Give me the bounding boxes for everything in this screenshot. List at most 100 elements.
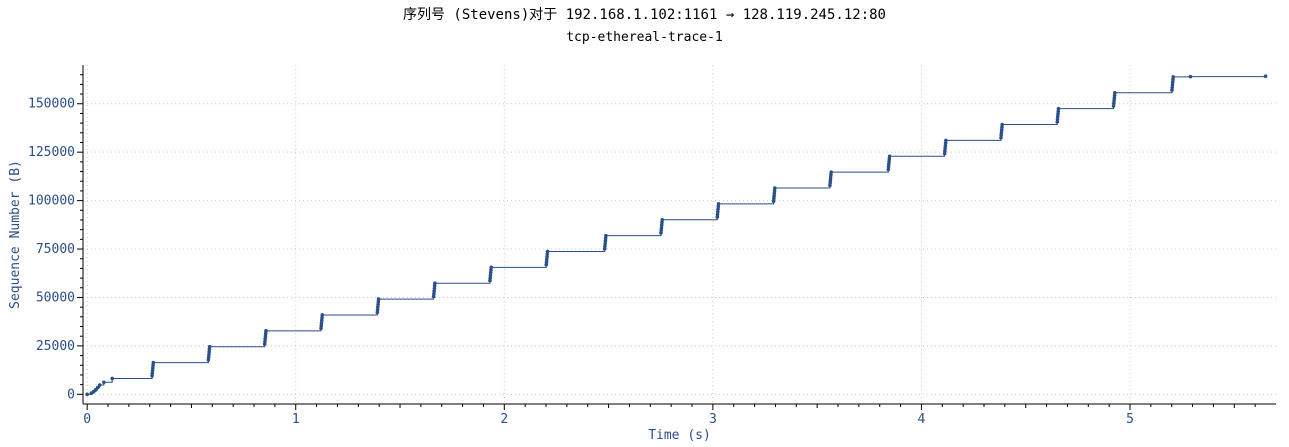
data-point — [319, 318, 324, 323]
data-point — [376, 302, 380, 307]
x-tick-label: 2 — [500, 412, 508, 427]
x-tick-label: 1 — [292, 412, 300, 427]
y-tick-label: 150000 — [28, 97, 75, 112]
x-tick-label: 0 — [83, 412, 91, 427]
data-point — [545, 252, 550, 256]
data-point — [886, 165, 891, 169]
data-point — [1171, 75, 1176, 79]
data-point — [829, 170, 833, 174]
axes — [77, 65, 1276, 410]
grid-lines — [83, 65, 1276, 404]
data-point — [659, 223, 664, 227]
data-point — [151, 363, 155, 368]
data-point — [771, 199, 776, 204]
data-point — [151, 360, 156, 365]
data-point — [206, 355, 211, 360]
data-point — [1000, 125, 1004, 129]
y-tick-label: 0 — [67, 387, 75, 402]
data-point — [544, 262, 549, 267]
data-point — [716, 202, 721, 206]
data-point — [602, 247, 607, 251]
data-point — [433, 281, 437, 286]
data-point — [828, 175, 833, 180]
data-point — [1188, 74, 1193, 79]
data-point — [659, 225, 664, 230]
data-point — [320, 313, 325, 317]
data-point — [603, 239, 608, 243]
data-point — [207, 347, 212, 352]
data-point — [1170, 83, 1175, 87]
data-point — [660, 220, 664, 225]
data-point — [264, 329, 268, 333]
data-point — [151, 366, 155, 370]
data-point — [488, 276, 493, 280]
data-point — [206, 358, 211, 362]
data-point — [716, 207, 720, 211]
data-point — [544, 260, 549, 264]
x-tick-label: 3 — [709, 412, 717, 427]
data-point — [1113, 91, 1117, 95]
data-point — [604, 233, 608, 238]
data-point — [715, 210, 720, 214]
data-point — [943, 146, 947, 151]
data-point — [828, 178, 833, 182]
data-point — [772, 194, 776, 198]
y-tick-label: 25000 — [36, 339, 75, 354]
data-point — [1263, 74, 1268, 79]
data-point — [828, 180, 832, 185]
data-point — [1056, 112, 1060, 116]
data-point — [943, 143, 948, 148]
data-point — [772, 188, 777, 193]
data-point — [207, 352, 211, 357]
data-point — [319, 326, 323, 330]
y-tick-label: 125000 — [28, 145, 75, 160]
data-point — [886, 167, 891, 172]
data-point — [85, 392, 89, 397]
data-point — [603, 236, 608, 241]
data-point — [659, 231, 663, 235]
y-tick-label: 100000 — [28, 194, 75, 209]
data-point — [1055, 117, 1060, 122]
data-point — [432, 284, 437, 288]
x-tick-label: 5 — [1126, 412, 1134, 427]
data-point — [773, 186, 777, 190]
data-point — [488, 278, 492, 283]
data-point — [887, 159, 891, 164]
data-point — [545, 254, 549, 259]
data-point — [432, 292, 436, 296]
data-point — [660, 217, 665, 222]
data-point — [772, 191, 777, 196]
data-point — [262, 342, 267, 346]
x-axis-label: Time (s) — [648, 428, 711, 443]
data-point — [263, 339, 267, 344]
data-point — [772, 196, 776, 201]
data-point — [376, 305, 380, 309]
data-point — [1112, 96, 1117, 100]
data-point — [432, 286, 437, 291]
data-point — [942, 151, 947, 156]
data-point — [432, 289, 436, 293]
data-point — [887, 154, 892, 159]
data-point — [1112, 101, 1116, 106]
data-point — [110, 376, 114, 381]
data-point — [1056, 109, 1061, 114]
data-point — [97, 383, 102, 387]
y-tick-label: 75000 — [36, 242, 75, 257]
data-point — [544, 257, 549, 262]
data-point — [431, 294, 436, 299]
data-point — [716, 204, 721, 209]
data-point — [376, 297, 381, 301]
data-point — [488, 273, 493, 278]
data-point — [545, 249, 550, 254]
data-point — [1170, 88, 1174, 92]
chart-subtitle: tcp-ethereal-trace-1 — [566, 30, 723, 45]
tick-labels: 0 1 2 3 4 5 0 25000 50000 75000 100000 125000 150000 — [28, 97, 1134, 427]
y-axis-label: Sequence Number (B) — [8, 160, 23, 309]
data-point — [603, 244, 607, 249]
data-point — [943, 141, 948, 145]
data-point — [1171, 77, 1175, 82]
data-point — [319, 321, 324, 325]
data-point — [320, 315, 324, 320]
data-point — [715, 212, 720, 217]
